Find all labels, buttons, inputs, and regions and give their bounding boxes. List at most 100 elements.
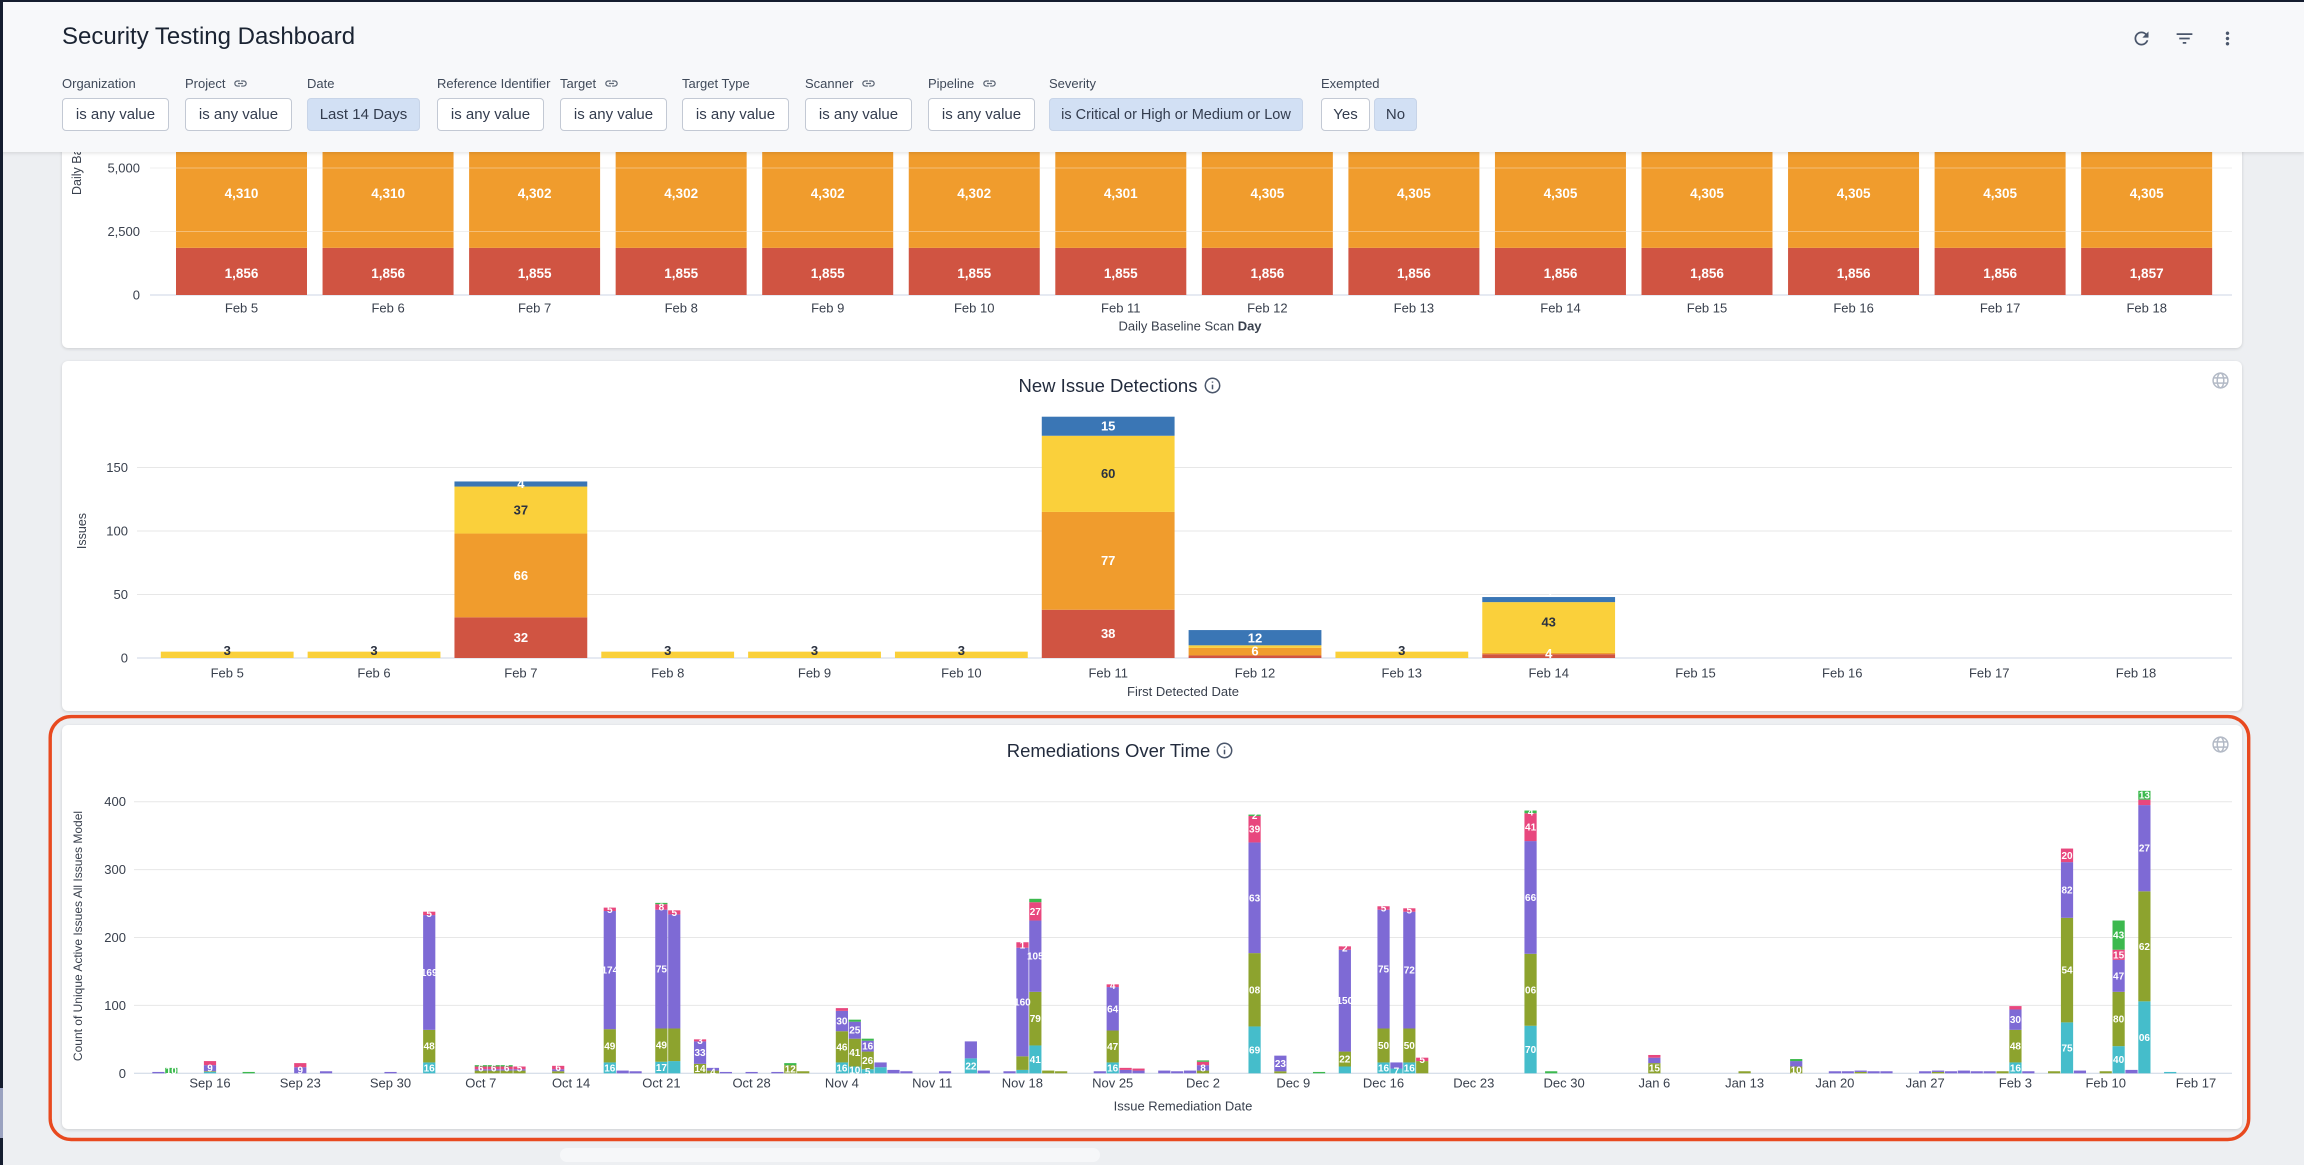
svg-text:49: 49 (656, 1041, 668, 1052)
svg-text:0: 0 (133, 288, 140, 303)
svg-text:3: 3 (1398, 643, 1405, 658)
svg-text:9: 9 (298, 1066, 304, 1077)
svg-text:70: 70 (1525, 1045, 1537, 1056)
svg-text:1,856: 1,856 (371, 266, 405, 281)
svg-text:Oct 28: Oct 28 (732, 1076, 770, 1091)
svg-text:Nov 25: Nov 25 (1092, 1076, 1133, 1091)
svg-text:49: 49 (604, 1041, 616, 1052)
svg-text:1,856: 1,856 (1397, 266, 1431, 281)
svg-text:4: 4 (1528, 807, 1534, 818)
svg-text:Sep 30: Sep 30 (370, 1076, 411, 1091)
svg-text:54: 54 (2061, 966, 2073, 977)
svg-text:Dec 23: Dec 23 (1453, 1076, 1494, 1091)
svg-text:66: 66 (1525, 893, 1537, 904)
svg-text:100: 100 (104, 998, 126, 1013)
svg-text:48: 48 (2010, 1042, 2022, 1053)
svg-text:Feb 7: Feb 7 (504, 666, 537, 681)
svg-text:15: 15 (1101, 419, 1115, 434)
svg-text:16: 16 (2010, 1063, 2022, 1074)
svg-text:08: 08 (1249, 985, 1261, 996)
svg-text:3: 3 (664, 643, 671, 658)
svg-text:1,855: 1,855 (811, 266, 845, 281)
svg-text:22: 22 (965, 1061, 977, 1072)
svg-text:6: 6 (1251, 644, 1258, 659)
svg-text:41: 41 (1030, 1055, 1042, 1066)
svg-text:Sep 23: Sep 23 (280, 1076, 321, 1091)
svg-text:5: 5 (672, 908, 678, 919)
svg-text:27: 27 (1030, 907, 1042, 918)
svg-text:Feb 17: Feb 17 (1980, 301, 2020, 316)
svg-text:4,310: 4,310 (371, 186, 405, 201)
svg-text:400: 400 (104, 794, 126, 809)
svg-text:Oct 7: Oct 7 (465, 1076, 496, 1091)
svg-text:Dec 2: Dec 2 (1186, 1076, 1220, 1091)
svg-text:Remediations Over Time: Remediations Over Time (1007, 740, 1211, 761)
svg-text:10: 10 (166, 1066, 178, 1077)
svg-text:5: 5 (607, 905, 613, 916)
svg-text:150: 150 (1336, 996, 1353, 1007)
svg-text:Feb 15: Feb 15 (1675, 666, 1715, 681)
svg-text:63: 63 (1249, 893, 1261, 904)
svg-text:Feb 11: Feb 11 (1101, 301, 1141, 316)
svg-text:25: 25 (849, 1026, 861, 1037)
svg-text:62: 62 (2139, 942, 2151, 953)
svg-text:1,856: 1,856 (1690, 266, 1724, 281)
svg-text:06: 06 (2139, 1033, 2151, 1044)
svg-text:30: 30 (836, 1017, 848, 1028)
svg-text:3: 3 (697, 1036, 703, 1047)
svg-text:43: 43 (1541, 615, 1555, 630)
svg-text:16: 16 (1107, 1063, 1119, 1074)
svg-text:200: 200 (104, 930, 126, 945)
svg-text:39: 39 (1249, 825, 1261, 836)
svg-text:75: 75 (2061, 1043, 2073, 1054)
svg-text:15: 15 (2113, 950, 2125, 961)
svg-text:2: 2 (1342, 944, 1348, 955)
svg-text:160: 160 (1014, 998, 1031, 1009)
svg-text:Feb 17: Feb 17 (1969, 666, 2009, 681)
svg-text:Feb 15: Feb 15 (1687, 301, 1727, 316)
svg-text:66: 66 (514, 568, 528, 583)
svg-text:Feb 8: Feb 8 (665, 301, 698, 316)
svg-text:15: 15 (1649, 1064, 1661, 1075)
svg-text:1,856: 1,856 (1251, 266, 1285, 281)
svg-text:Jan 27: Jan 27 (1906, 1076, 1945, 1091)
svg-text:30: 30 (2010, 1015, 2022, 1026)
svg-text:16: 16 (424, 1063, 436, 1074)
svg-text:4,305: 4,305 (1544, 186, 1578, 201)
svg-text:1,857: 1,857 (2130, 266, 2164, 281)
svg-text:27: 27 (2139, 844, 2151, 855)
svg-text:8: 8 (1200, 1063, 1206, 1074)
svg-text:4,302: 4,302 (957, 186, 991, 201)
svg-text:4: 4 (710, 1067, 716, 1078)
svg-text:41: 41 (849, 1048, 861, 1059)
svg-text:Feb 6: Feb 6 (371, 301, 404, 316)
svg-text:Feb 18: Feb 18 (2126, 301, 2166, 316)
svg-text:10: 10 (1791, 1065, 1803, 1076)
svg-text:Count of Unique Active Issues: Count of Unique Active Issues All Issues… (71, 811, 85, 1061)
svg-text:3: 3 (958, 643, 965, 658)
svg-text:5: 5 (1419, 1055, 1425, 1066)
svg-text:4,305: 4,305 (2130, 186, 2164, 201)
svg-text:9: 9 (207, 1064, 213, 1075)
svg-text:Jan 13: Jan 13 (1725, 1076, 1764, 1091)
svg-text:Nov 4: Nov 4 (825, 1076, 859, 1091)
svg-text:12: 12 (785, 1065, 797, 1076)
svg-text:1,856: 1,856 (1983, 266, 2017, 281)
svg-text:41: 41 (1525, 823, 1537, 834)
svg-text:3: 3 (224, 643, 231, 658)
svg-text:2,500: 2,500 (107, 224, 140, 239)
svg-text:6: 6 (491, 1063, 497, 1074)
svg-text:Feb 7: Feb 7 (518, 301, 551, 316)
svg-text:80: 80 (2113, 1015, 2125, 1026)
svg-text:Feb 10: Feb 10 (2085, 1076, 2125, 1091)
svg-text:Oct 14: Oct 14 (552, 1076, 590, 1091)
svg-text:100: 100 (106, 524, 128, 539)
svg-text:4,305: 4,305 (1690, 186, 1724, 201)
svg-text:16: 16 (604, 1063, 616, 1074)
svg-text:10: 10 (849, 1065, 861, 1076)
svg-text:6: 6 (478, 1063, 484, 1074)
svg-text:Feb 5: Feb 5 (211, 666, 244, 681)
svg-text:33: 33 (694, 1048, 706, 1059)
svg-text:82: 82 (2061, 886, 2073, 897)
svg-text:Feb 9: Feb 9 (811, 301, 844, 316)
